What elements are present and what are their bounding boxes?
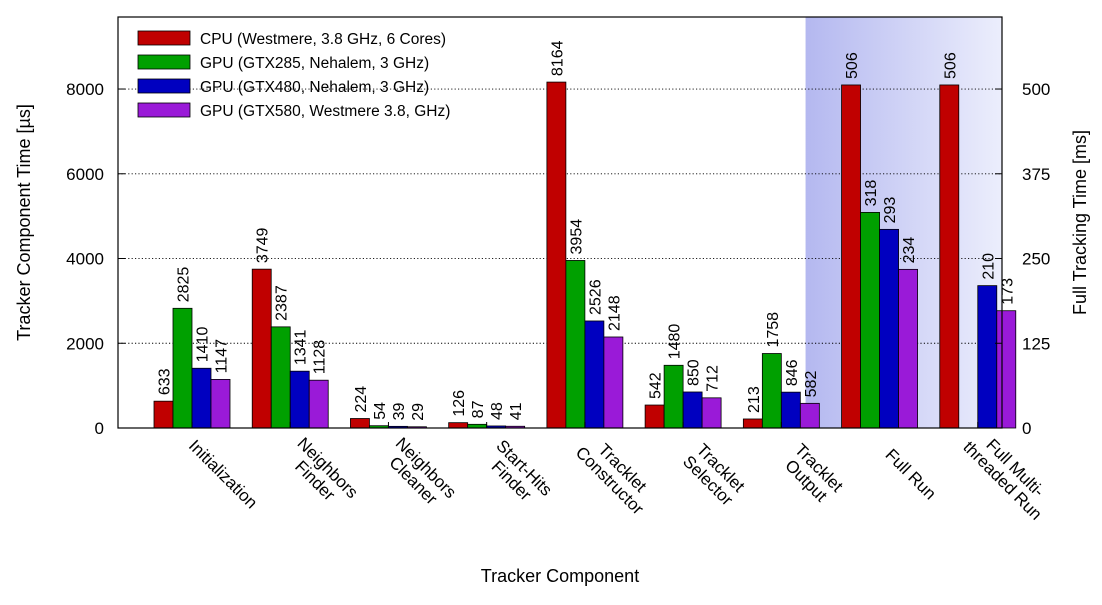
bar [939,84,960,429]
y2-tick-label: 500 [1022,80,1050,99]
data-label: 846 [784,359,801,386]
bar [308,379,329,429]
x-tick-label: TrackletConstructor [572,430,661,519]
bar [210,379,231,429]
data-label: 54 [372,402,389,420]
x-tick-label-line: Initialization [185,436,261,512]
bar [546,81,567,429]
data-label: 173 [999,278,1016,305]
legend-label: GPU (GTX480, Nehalem, 3 GHz) [200,79,429,96]
x-tick-label: Initialization [185,436,261,512]
x-tick-label: TrackletSelector [679,439,750,510]
data-label: 3954 [568,219,585,255]
bar [780,391,801,429]
data-label: 8164 [549,40,566,76]
data-label: 126 [451,390,468,417]
data-label: 1341 [293,329,310,365]
data-label: 1758 [765,312,782,348]
data-label: 506 [844,52,861,79]
x-tick-label: Start-HitsFinder [480,436,556,512]
data-label: 582 [803,371,820,398]
y-tick-label: 2000 [66,334,104,353]
legend-label: GPU (GTX580, Westmere 3.8, GHz) [200,103,450,120]
bar [879,228,899,429]
y2-tick-label: 250 [1022,250,1050,269]
bar [565,260,586,429]
data-label: 712 [705,365,722,392]
legend-swatch [137,102,191,118]
data-label: 213 [746,386,763,413]
data-label: 3749 [255,227,272,263]
data-label: 48 [489,402,506,420]
bar [603,336,624,429]
bar [701,397,722,429]
y2-tick-label: 375 [1022,165,1050,184]
bar [682,391,703,429]
bar [191,367,212,429]
y-tick-label: 4000 [66,250,104,269]
data-label: 87 [470,400,487,418]
y-tick-label: 8000 [66,80,104,99]
bar [799,402,820,429]
y2-axis-title: Full Tracking Time [ms] [1070,130,1090,315]
x-tick-label: Full Multi-threaded Run [959,425,1058,524]
legend-label: GPU (GTX285, Nehalem, 3 GHz) [200,55,429,72]
x-tick-label: NeighborsCleaner [379,434,460,515]
bar [270,326,291,429]
bar [350,418,370,429]
y-tick-label: 0 [95,419,104,438]
data-label: 1128 [312,340,329,375]
y2-tick-label: 0 [1022,419,1031,438]
data-label: 1480 [667,324,684,360]
bar [251,268,272,429]
legend-swatch [137,54,191,70]
y-axis-title: Tracker Component Time [µs] [14,104,34,341]
bar [742,418,763,429]
data-label: 2526 [587,279,604,315]
bar [977,285,998,429]
data-label: 2825 [176,267,193,303]
data-label: 318 [863,180,880,207]
legend-swatch [137,78,191,94]
data-label: 506 [942,52,959,79]
bar [153,400,174,429]
bar [663,364,684,429]
bar [761,353,782,429]
data-label: 1147 [214,339,231,374]
bar [860,212,880,429]
bar [172,307,193,429]
data-label: 1410 [195,327,212,363]
y2-tick-label: 125 [1022,334,1050,353]
x-axis-title: Tracker Component [481,566,639,586]
legend-label: CPU (Westmere, 3.8 GHz, 6 Cores) [200,31,446,48]
bar [289,370,310,429]
data-label: 633 [157,368,174,395]
data-label: 210 [980,253,997,280]
data-label: 29 [410,403,427,421]
x-tick-label: Full Run [882,445,940,503]
legend-swatch [137,30,191,46]
x-tick-label: TrackletOutput [778,440,847,509]
data-label: 2387 [274,285,291,321]
data-label: 41 [508,402,525,420]
plot-frame [117,16,1003,429]
bar [448,422,469,429]
x-tick-label: NeighborsFinder [281,434,362,515]
bar [898,268,918,429]
data-label: 293 [882,197,899,224]
data-label: 39 [391,402,408,420]
y-tick-label: 6000 [66,165,104,184]
data-label: 224 [353,386,370,413]
data-label: 850 [686,359,703,386]
bar [841,84,861,429]
bar [996,310,1017,429]
data-label: 2148 [606,295,623,331]
bar [584,320,605,429]
data-label: 542 [648,372,665,399]
x-tick-label-line: Full Run [882,445,940,503]
bar [644,404,665,429]
data-label: 234 [901,237,918,264]
